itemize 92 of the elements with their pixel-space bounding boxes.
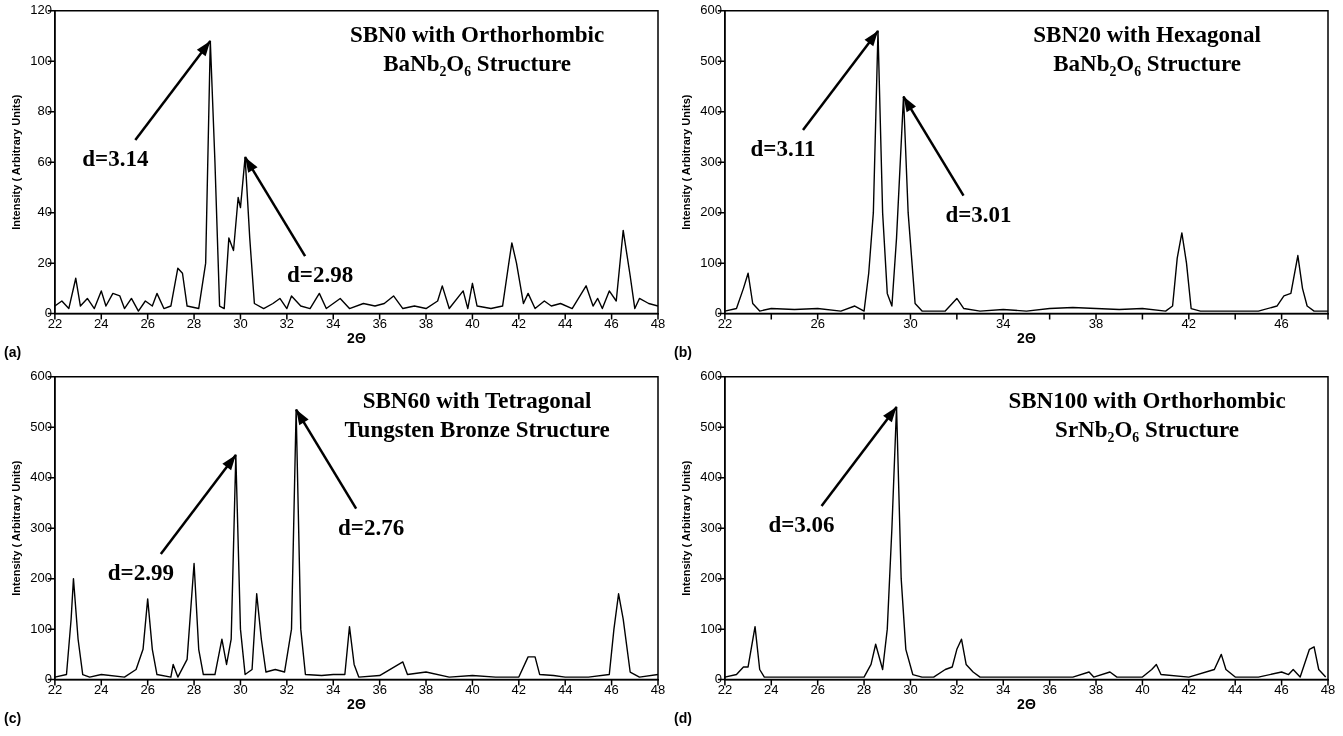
y-tick-label: 20 [37,254,52,270]
x-tick-label: 24 [764,681,779,697]
text: SBN60 with Tetragonal Tungsten Bronze Structure [344,388,610,443]
x-tick-label: 26 [140,315,155,331]
y-axis-title: Intensity ( Arbitrary Units) [679,460,692,596]
x-tick-label: 42 [1181,315,1197,331]
y-tick-label: 100 [700,620,722,636]
y-tick-label: 600 [700,368,722,384]
text: SBN100 with Orthorhombic SrNb₂O₆ Structure [1008,388,1286,443]
y-tick-label: 500 [700,418,722,434]
x-axis-title: 2Θ [1017,330,1036,347]
y-tick-label: 100 [30,620,52,636]
x-axis-title: 2Θ [1017,696,1036,713]
x-tick-label: 44 [557,681,573,697]
x-tick-label: 32 [279,315,295,331]
x-axis-title: 2Θ [347,696,366,713]
y-tick-label: 300 [30,519,52,535]
annotation: d=3.01 [945,201,1012,227]
x-tick-label: 36 [1042,681,1057,697]
annotation: d=2.99 [107,559,174,585]
y-tick-label: 400 [30,469,52,485]
x-tick-label: 34 [996,315,1011,331]
x-tick-label: 28 [186,315,202,331]
x-tick-label: 36 [372,681,387,697]
x-tick-label: 26 [810,315,825,331]
annotation: d=2.98 [287,262,354,288]
x-tick-label: 42 [511,681,527,697]
x-tick-label: 30 [903,681,918,697]
x-tick-label: 34 [996,681,1011,697]
x-tick-label: 26 [810,681,825,697]
x-tick-label: 36 [372,315,387,331]
x-tick-label: 42 [1181,681,1197,697]
x-tick-label: 28 [186,681,202,697]
x-tick-label: 34 [326,681,341,697]
x-tick-label: 44 [557,315,573,331]
x-tick-label: 42 [511,315,527,331]
y-tick-label: 200 [30,570,52,586]
y-tick-label: 400 [700,469,722,485]
x-tick-label: 46 [604,315,619,331]
text: (c) [4,709,22,726]
x-tick-label: 38 [1088,315,1104,331]
y-axis-title: Intensity ( Arbitrary Units) [679,94,692,230]
text: SBN0 with Orthorhombic BaNb₂O₆ Structure [349,22,605,77]
x-tick-label: 46 [1274,681,1289,697]
y-tick-label: 40 [37,204,52,220]
x-tick-label: 32 [279,681,295,697]
x-tick-label: 48 [650,315,666,331]
x-tick-label: 38 [418,315,434,331]
y-tick-label: 200 [700,570,722,586]
x-tick-label: 40 [1135,681,1150,697]
annotation: d=3.06 [768,512,835,538]
x-tick-label: 34 [326,315,341,331]
y-axis-title: Intensity ( Arbitrary Units) [9,94,22,230]
x-tick-label: 40 [465,681,480,697]
text: (b) [674,343,692,360]
y-tick-label: 500 [700,52,722,68]
x-tick-label: 24 [94,681,109,697]
text: (a) [4,343,22,360]
annotation: d=3.14 [82,146,149,172]
x-tick-label: 48 [650,681,666,697]
text: SBN20 with Hexagonal BaNb₂O₆ Structure [1033,22,1261,77]
x-tick-label: 40 [465,315,480,331]
annotation: d=3.11 [750,135,816,161]
x-tick-label: 26 [140,681,155,697]
y-tick-label: 200 [700,204,722,220]
x-tick-label: 48 [1320,681,1336,697]
x-tick-label: 30 [233,681,248,697]
y-tick-label: 500 [30,418,52,434]
x-tick-label: 38 [1088,681,1104,697]
x-tick-label: 32 [949,681,965,697]
y-tick-label: 100 [30,52,52,68]
x-tick-label: 30 [903,315,918,331]
y-tick-label: 300 [700,519,722,535]
y-axis-title: Intensity ( Arbitrary Units) [9,460,22,596]
annotation: d=2.76 [338,514,405,540]
y-tick-label: 60 [37,153,52,169]
text: (d) [674,709,692,726]
x-tick-label: 28 [856,681,872,697]
y-tick-label: 600 [700,2,722,18]
x-tick-label: 44 [1227,681,1243,697]
x-tick-label: 38 [418,681,434,697]
x-tick-label: 46 [1274,315,1289,331]
y-tick-label: 400 [700,103,722,119]
x-tick-label: 30 [233,315,248,331]
y-tick-label: 300 [700,153,722,169]
x-tick-label: 24 [94,315,109,331]
y-tick-label: 80 [37,103,52,119]
x-tick-label: 46 [604,681,619,697]
x-axis-title: 2Θ [347,330,366,347]
y-tick-label: 100 [700,254,722,270]
y-tick-label: 600 [30,368,52,384]
y-tick-label: 120 [30,2,52,18]
